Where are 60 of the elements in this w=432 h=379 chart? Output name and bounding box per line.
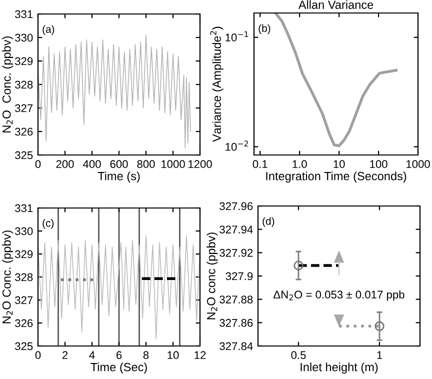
y-tick-label: 327 bbox=[15, 296, 33, 304]
x-axis-title: Inlet height (m) bbox=[300, 362, 378, 374]
annotation: (a) bbox=[42, 25, 54, 35]
x-tick-label: 10 bbox=[334, 160, 345, 168]
x-tick-label: 0 bbox=[35, 351, 41, 360]
x-tick-label: 1.0 bbox=[292, 160, 307, 168]
y-tick-label: 327.84 bbox=[220, 342, 253, 350]
y-tick-label: 327.96 bbox=[220, 202, 253, 210]
y-axis-title: N$_{2}$O Conc. (ppbv) bbox=[2, 36, 14, 132]
x-tick-label: 0.1 bbox=[252, 160, 268, 168]
x-tick-label: 4 bbox=[89, 351, 95, 359]
x-tick-label: 400 bbox=[82, 160, 101, 168]
y-axis-title: N$_{2}$O conc (ppbv) bbox=[206, 232, 218, 320]
x-axis-title: Time (Sec) bbox=[90, 362, 147, 374]
y-tick-label: 325 bbox=[15, 342, 33, 350]
y-tick-label: 327.88 bbox=[220, 296, 253, 304]
y-tick-label: 327.9 bbox=[226, 272, 253, 280]
y-tick-label: 326 bbox=[15, 319, 33, 328]
chart-title: Allan Variance bbox=[298, 0, 374, 9]
x-tick-label: 12 bbox=[194, 351, 206, 359]
y-tick-label: 330 bbox=[15, 34, 33, 42]
x-tick-label: 1200 bbox=[188, 160, 212, 168]
y-tick-label: 329 bbox=[15, 250, 33, 258]
y-tick-label: 327.86 bbox=[220, 318, 253, 327]
annotation: (b) bbox=[258, 24, 270, 34]
y-tick-label: 331 bbox=[15, 204, 33, 212]
line-series bbox=[38, 235, 200, 340]
x-tick-label: 0 bbox=[35, 160, 41, 168]
y-tick-label: 331 bbox=[15, 10, 33, 18]
x-tick-label: 600 bbox=[110, 160, 128, 168]
y-tick-label: 326 bbox=[15, 128, 33, 136]
x-tick-label: 200 bbox=[56, 160, 74, 168]
x-tick-label: 1000 bbox=[406, 160, 430, 168]
annotation: ΔN$_{2}$O = 0.053 ± 0.017 ppb bbox=[274, 290, 404, 301]
x-tick-label: 100 bbox=[370, 160, 388, 168]
y-tick-label: 327.94 bbox=[220, 226, 253, 234]
x-tick-label: 2 bbox=[62, 351, 68, 359]
y-axis-title: N$_{2}$O Conc. (ppbv) bbox=[2, 230, 14, 324]
x-axis-title: Integration Time (Seconds) bbox=[266, 172, 406, 183]
y-tick-label: 328 bbox=[15, 273, 33, 282]
annotation: (d) bbox=[262, 217, 274, 227]
y-tick-label: 10$^{−2}$ bbox=[226, 140, 248, 151]
y-tick-label: 325 bbox=[15, 151, 33, 160]
y-tick-label: 327 bbox=[15, 104, 33, 112]
y-tick-label: 329 bbox=[15, 57, 33, 66]
x-tick-label: 8 bbox=[143, 351, 149, 360]
x-tick-label: 0.5 bbox=[291, 351, 306, 360]
line-series bbox=[38, 34, 191, 148]
x-tick-label: 800 bbox=[137, 160, 155, 168]
annotation: (c) bbox=[42, 219, 54, 229]
x-axis-title: Time (s) bbox=[98, 172, 140, 183]
x-tick-label: 6 bbox=[116, 351, 122, 360]
x-tick-label: 10 bbox=[168, 351, 179, 360]
x-tick-label: 1 bbox=[377, 351, 382, 359]
y-tick-label: 328 bbox=[15, 80, 33, 89]
y-axis-title: Variance (Amplitude$^{2}$) bbox=[210, 26, 224, 142]
x-tick-label: 1000 bbox=[161, 160, 185, 168]
y-tick-label: 330 bbox=[15, 227, 33, 236]
y-tick-label: 10$^{−1}$ bbox=[226, 31, 248, 42]
y-tick-label: 327.92 bbox=[220, 248, 253, 257]
